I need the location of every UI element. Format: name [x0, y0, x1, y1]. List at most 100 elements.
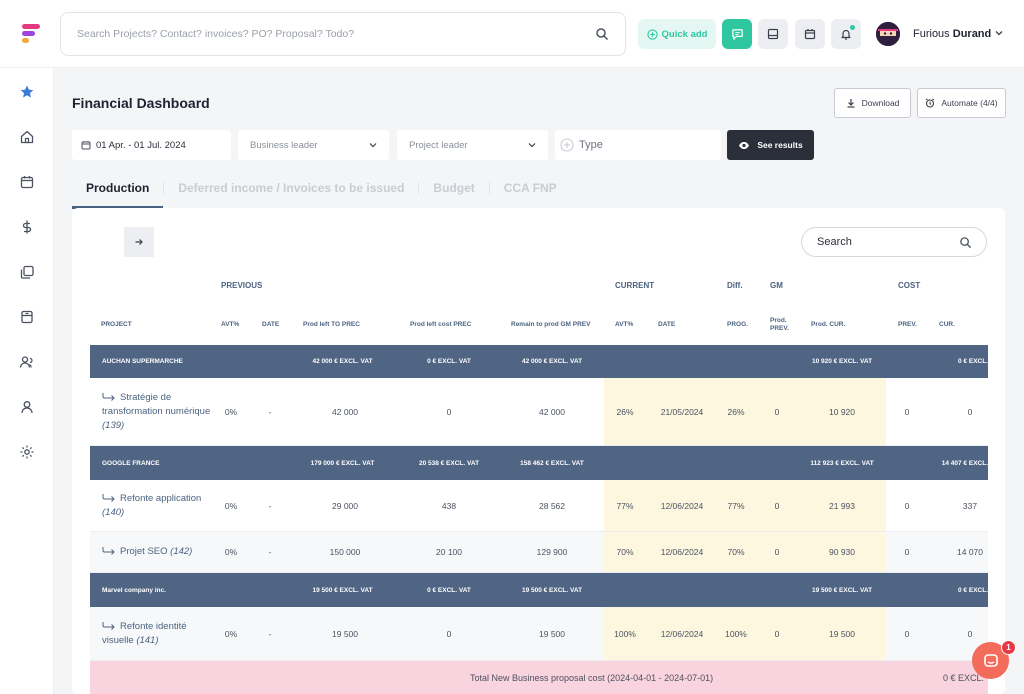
- cell-prog: 77%: [727, 500, 745, 511]
- table-row[interactable]: Refonte application (140) 0% - 29 000 43…: [90, 480, 988, 532]
- app-logo[interactable]: [22, 24, 40, 44]
- type-filter[interactable]: Type: [555, 130, 721, 160]
- column-header-prog[interactable]: PROG.: [727, 321, 748, 328]
- documents-icon[interactable]: [19, 264, 35, 280]
- user-icon[interactable]: [19, 399, 35, 415]
- column-header-cost-cur[interactable]: CUR.: [939, 321, 955, 328]
- group-prod-cur: 19 500 € EXCL. VAT: [811, 586, 873, 594]
- group-prod-left-cost-prec: 0 € EXCL. VAT: [427, 586, 471, 594]
- cell-cost-cur: 0: [967, 628, 973, 639]
- group-name: AUCHAN SUPERMARCHE: [102, 358, 183, 365]
- table-search-input[interactable]: Search: [801, 227, 987, 257]
- column-header-date-prev[interactable]: DATE: [262, 321, 280, 328]
- project-name: Stratégie de transformation numérique: [102, 391, 211, 417]
- star-icon[interactable]: [19, 84, 35, 100]
- column-header-prod-left-cost-prec[interactable]: Prod left cost PREC: [410, 321, 472, 328]
- project-name-cell[interactable]: Refonte identité visuelle (141): [102, 607, 212, 660]
- current-period-highlight: [604, 480, 886, 531]
- current-period-highlight: [604, 607, 886, 660]
- messages-button[interactable]: [722, 19, 752, 49]
- cell-remain-to-prod: 28 562: [539, 500, 565, 511]
- project-name-cell[interactable]: Stratégie de transformation numérique (1…: [102, 378, 212, 445]
- project-name-cell[interactable]: Projet SEO (142): [102, 532, 222, 572]
- home-icon[interactable]: [19, 129, 35, 145]
- group-header-diff: Diff.: [727, 281, 743, 290]
- column-header-remain-to-prod[interactable]: Remain to prod GM PREV: [511, 321, 591, 328]
- user-first-name: Furious: [913, 28, 953, 40]
- download-button[interactable]: Download: [834, 88, 911, 118]
- tab-budget[interactable]: Budget: [433, 181, 475, 195]
- table-group-row[interactable]: GOOGLE FRANCE 179 000 € EXCL. VAT 20 538…: [90, 446, 988, 480]
- bell-icon: [841, 29, 851, 40]
- tab-deferred-income[interactable]: Deferred income / Invoices to be issued: [178, 181, 405, 195]
- next-button[interactable]: [124, 227, 154, 257]
- archive-icon[interactable]: [19, 309, 35, 325]
- cell-prod-cur: 90 930: [829, 547, 855, 557]
- current-period-highlight: [604, 532, 886, 572]
- top-bar: Search Projects? Contact? invoices? PO? …: [0, 0, 1024, 68]
- global-search-input[interactable]: Search Projects? Contact? invoices? PO? …: [60, 12, 626, 56]
- eye-icon: [739, 141, 750, 149]
- notifications-button[interactable]: [831, 19, 861, 49]
- business-leader-select[interactable]: Business leader: [238, 130, 389, 160]
- download-label: Download: [861, 98, 900, 108]
- table-row[interactable]: Projet SEO (142) 0% - 150 000 20 100 129…: [90, 532, 988, 573]
- sub-item-arrow-icon: [102, 621, 115, 630]
- project-name: Refonte application: [120, 492, 202, 504]
- calendar-icon[interactable]: [19, 174, 35, 190]
- inbox-button[interactable]: [758, 19, 788, 49]
- cell-avt-cur: 70%: [616, 547, 634, 557]
- sub-item-arrow-icon: [102, 493, 115, 502]
- group-prod-left-cost-prec: 0 € EXCL. VAT: [427, 358, 471, 365]
- column-header-cost-prev[interactable]: PREV.: [898, 321, 917, 328]
- column-header-project[interactable]: PROJECT: [101, 321, 132, 328]
- column-header-prod-left-to-prec[interactable]: Prod left TO PREC: [303, 321, 360, 328]
- calendar-icon: [804, 29, 816, 40]
- cell-cost-prev: 0: [904, 500, 910, 511]
- quick-add-button[interactable]: Quick add: [638, 19, 716, 49]
- table-row[interactable]: Refonte identité visuelle (141) 0% - 19 …: [90, 607, 988, 661]
- group-prod-left-to-prec: 42 000 € EXCL. VAT: [312, 358, 373, 365]
- column-header-prod-prev[interactable]: Prod. PREV.: [770, 317, 789, 332]
- cell-avt-prev: 0%: [224, 628, 238, 639]
- cell-prod-left-to-prec: 150 000: [329, 547, 361, 557]
- column-header-avt-cur[interactable]: AVT%: [615, 321, 634, 328]
- current-period-highlight: [604, 378, 886, 445]
- cell-avt-cur: 100%: [614, 628, 636, 639]
- users-icon[interactable]: [19, 354, 35, 370]
- group-name: Marvel company inc.: [102, 586, 166, 594]
- table-group-row[interactable]: AUCHAN SUPERMARCHE 42 000 € EXCL. VAT 0 …: [90, 345, 988, 378]
- user-name[interactable]: Furious Durand: [913, 28, 991, 40]
- table-search-label: Search: [817, 236, 852, 248]
- avatar[interactable]: [876, 22, 900, 46]
- arrow-right-icon: [135, 239, 143, 245]
- gear-icon[interactable]: [19, 444, 35, 460]
- search-icon[interactable]: [595, 27, 609, 41]
- column-header-prod-cur[interactable]: Prod. CUR.: [811, 321, 846, 328]
- table-row[interactable]: Stratégie de transformation numérique (1…: [90, 378, 988, 446]
- cell-date-cur: 12/06/2024: [660, 547, 704, 557]
- cell-date-prev: -: [268, 406, 272, 417]
- tab-cca-fnp[interactable]: CCA FNP: [503, 181, 557, 195]
- tab-divider: [163, 182, 165, 194]
- column-header-date-cur[interactable]: DATE: [658, 321, 676, 328]
- calendar-button[interactable]: [795, 19, 825, 49]
- cell-prod-left-cost-prec: 20 100: [436, 547, 462, 557]
- dollar-icon[interactable]: [19, 219, 35, 235]
- project-name-cell[interactable]: Refonte application (140): [102, 480, 212, 531]
- column-header-avt-prev[interactable]: AVT%: [221, 321, 240, 328]
- type-label: Type: [579, 139, 603, 151]
- notification-dot: [850, 25, 855, 30]
- cell-prod-left-to-prec: 29 000: [332, 500, 358, 511]
- table-group-row[interactable]: Marvel company inc. 19 500 € EXCL. VAT 0…: [90, 573, 988, 607]
- tab-production[interactable]: Production: [72, 180, 164, 209]
- chevron-down-icon[interactable]: [995, 29, 1003, 37]
- date-range-picker[interactable]: 01 Apr. - 01 Jul. 2024: [72, 130, 231, 160]
- project-id: (142): [170, 546, 193, 557]
- group-cost-cur: 0 € EXCL.: [958, 358, 988, 365]
- inbox-icon: [767, 28, 779, 40]
- automate-button[interactable]: Automate (4/4): [917, 88, 1006, 118]
- see-results-button[interactable]: See results: [727, 130, 814, 160]
- tab-bar: Production Deferred income / Invoices to…: [72, 180, 571, 210]
- project-leader-select[interactable]: Project leader: [397, 130, 548, 160]
